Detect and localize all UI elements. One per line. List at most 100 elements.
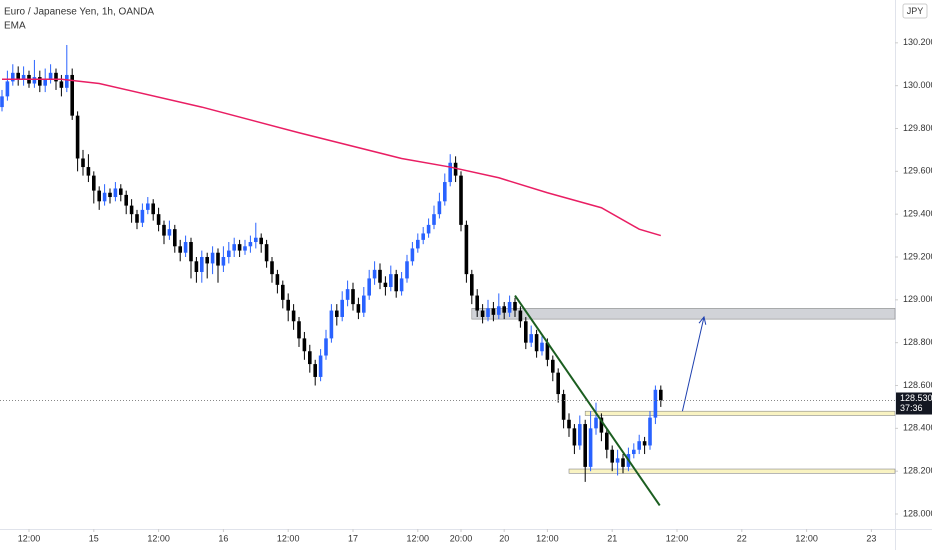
candle-body [464,224,469,275]
candle-body [313,364,317,377]
candle-body [529,334,534,343]
candle-body [0,96,4,108]
currency[interactable]: JPY [907,6,924,16]
candle-body [437,201,442,215]
y-tick-label: 128.200 [903,466,932,476]
candle-body [10,72,15,82]
candle-body [237,244,242,251]
candle-body [405,261,409,279]
candle-body [394,274,398,292]
candle-body [659,389,663,401]
y-tick-label: 129.200 [903,251,932,261]
x-tick-label: 21 [607,533,617,543]
candle-body [513,301,517,311]
x-tick-label: 12:00 [18,533,41,543]
x-tick-label: 12:00 [407,533,430,543]
zone [568,468,896,474]
arrow-head [698,315,707,325]
y-tick-label: 128.000 [903,508,932,518]
candle-body [172,229,177,247]
candle-body [637,441,642,450]
candle-body [415,239,420,249]
candle-body [615,458,620,463]
candle-body [497,306,501,315]
candle-body [448,162,453,183]
candle-body [216,252,220,266]
ema-line [1,78,662,237]
candle-body [642,441,647,446]
y-tick-label: 129.000 [903,294,932,304]
candle-body [16,72,20,80]
candle-body [388,274,393,287]
candle-body [470,274,474,296]
candle-body [383,282,388,287]
x-tick-label: 12:00 [536,533,559,543]
candle-body [334,310,339,317]
candle-body [551,359,555,373]
candle-body [426,224,431,234]
candle-body [75,115,80,159]
candle-body [340,299,344,317]
candle-body [59,81,64,88]
x-tick-label: 12:00 [147,533,170,543]
candle-body [329,310,334,339]
candle-body [578,424,582,446]
candle-body [189,242,193,262]
last-price-label: 128.530 [900,393,932,403]
candle-body [167,229,172,236]
y-tick-label: 128.600 [903,380,932,390]
candle-body [378,269,382,283]
candle-body [421,233,425,240]
candle-body [210,252,215,264]
y-tick-label: 129.800 [903,123,932,133]
candle-body [54,72,58,82]
candle-body [253,237,258,243]
candle-body [248,242,253,247]
candle-body [459,175,463,225]
candle-body [632,449,636,455]
x-tick-label: 22 [737,533,747,543]
candle-body [302,338,307,352]
candle-body [410,248,415,262]
candle-body [518,310,523,322]
candle-body [367,278,371,296]
candle-body [280,284,285,300]
candle-body [399,278,404,292]
currency-box[interactable] [902,3,928,19]
y-tick-label: 129.400 [903,209,932,219]
candle-body [259,237,263,245]
candle-body [194,261,199,272]
candle-body [345,289,350,300]
candle-body [648,417,652,446]
x-tick-label: 12:00 [795,533,818,543]
candle-body [307,351,312,365]
candle-body [502,306,507,313]
y-tick-label: 128.400 [903,423,932,433]
candle-body [286,299,290,311]
candle-body [270,261,274,275]
candle-body [118,188,123,195]
y-tick-label: 130.200 [903,37,932,47]
last-price-box [896,392,932,415]
x-tick-label: 20 [499,533,509,543]
candle-body [324,338,328,356]
candle-body [178,246,182,253]
candle-body [621,458,625,467]
candle-body [599,417,604,433]
candle-body [588,428,593,467]
candle-body [475,295,480,311]
candle-body [453,162,458,176]
candle-body [605,432,609,450]
candle-body [199,257,204,272]
candle-body [32,77,37,84]
candle-body [556,372,561,395]
candle-body [318,355,323,377]
candle-body [108,192,112,198]
candle-body [91,175,96,191]
x-tick-label: 12:00 [666,533,689,543]
candle-body [524,321,528,343]
x-tick-label: 23 [866,533,876,543]
candle-body [129,205,134,215]
candle-body [70,74,74,116]
candle-body [48,72,53,80]
